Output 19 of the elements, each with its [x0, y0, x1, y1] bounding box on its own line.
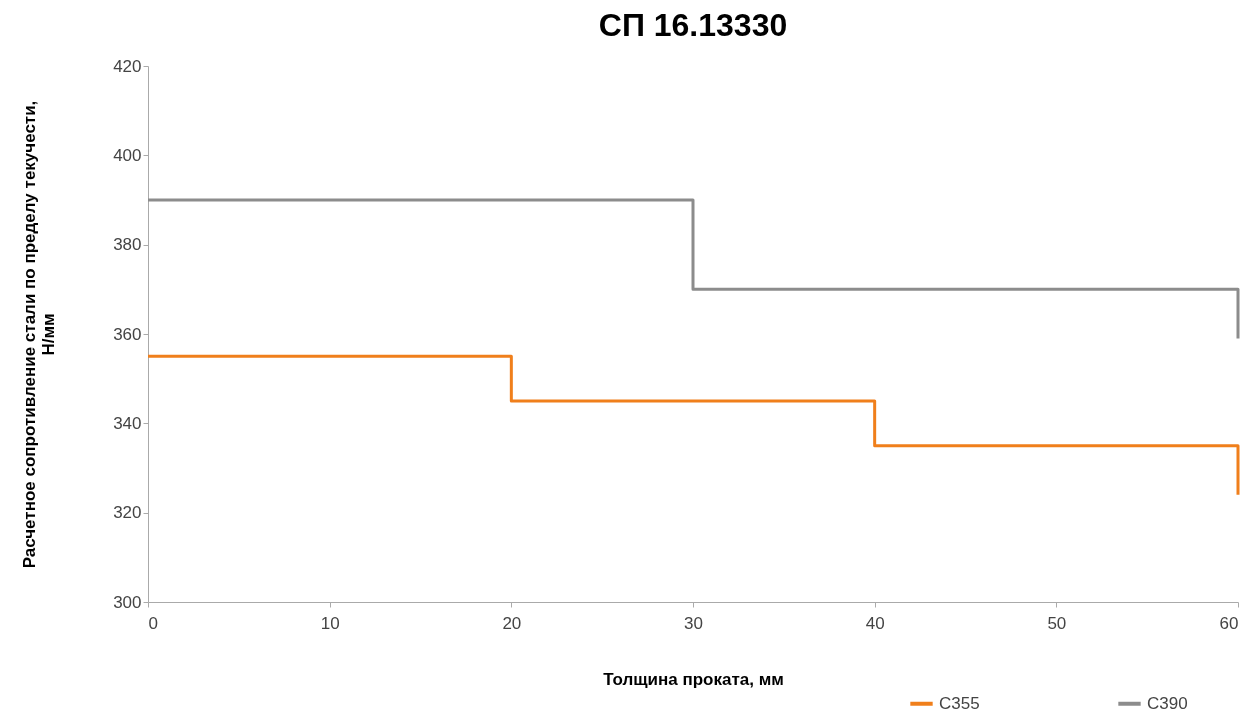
x-tick-label: 0: [148, 613, 158, 633]
chart-title: СП 16.13330: [598, 7, 788, 43]
y-tick-label: 300: [113, 592, 142, 612]
y-tick-label: 340: [113, 413, 142, 433]
y-axis-title: Расчетное сопротивление стали по пределу текучести, Н/мм: [20, 100, 59, 569]
y-tick-label: 320: [113, 503, 142, 523]
x-tick-label: 40: [865, 613, 885, 633]
x-axis-title: Толщина проката, мм: [603, 669, 784, 689]
x-tick-label: 20: [502, 613, 522, 633]
legend-label: С390: [1147, 693, 1188, 713]
y-tick-label: 400: [113, 145, 142, 165]
y-tick-label: 380: [113, 235, 142, 255]
x-tick-label: 30: [684, 613, 703, 633]
legend-label: С355: [939, 693, 980, 713]
y-tick-label: 420: [113, 56, 142, 76]
x-tick-label: 60: [1219, 613, 1239, 633]
x-tick-label: 10: [320, 613, 340, 633]
y-tick-label: 360: [113, 324, 142, 344]
x-tick-label: 50: [1047, 613, 1067, 633]
